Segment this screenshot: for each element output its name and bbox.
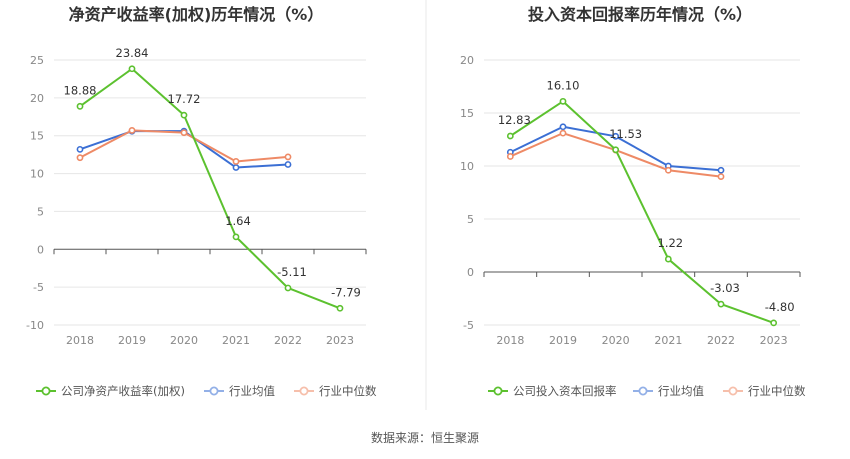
legend-swatch-marker: [493, 386, 503, 396]
legend-item[interactable]: 行业均值: [633, 384, 704, 398]
data-point[interactable]: [284, 153, 292, 161]
y-tick-label: -10: [26, 319, 44, 332]
data-label: 12.83: [498, 113, 531, 127]
data-point[interactable]: [664, 166, 672, 174]
x-tick-label: 2022: [707, 334, 735, 347]
y-tick-label: 10: [460, 160, 474, 173]
legend-item[interactable]: 公司净资产收益率(加权): [36, 384, 185, 398]
data-label: -3.03: [710, 281, 740, 295]
x-tick-label: 2021: [222, 334, 250, 347]
data-point[interactable]: [336, 304, 344, 312]
legend-label: 行业均值: [229, 384, 275, 398]
data-point[interactable]: [232, 233, 240, 241]
roe-chart: 净资产收益率(加权)历年情况（%） -10 -5 0 5 10 15 20 25 2018 2019…: [26, 5, 377, 398]
y-tick-label: 20: [460, 54, 474, 67]
roic-chart: 投入资本回报率历年情况（%） -5 0 5 10 15 20 2018 2019 2020 2021…: [460, 5, 806, 398]
legend-swatch-marker: [299, 386, 309, 396]
series-line: [79, 67, 341, 310]
data-point[interactable]: [559, 129, 567, 137]
chart-title: 投入资本回报率历年情况（%）: [528, 5, 752, 24]
x-tick-label: 2020: [170, 334, 198, 347]
data-label: -5.11: [277, 265, 307, 279]
y-tick-label: 0: [37, 243, 44, 256]
legend-item[interactable]: 行业中位数: [294, 384, 377, 398]
y-tick-label: -5: [463, 319, 474, 332]
data-point[interactable]: [128, 127, 136, 134]
chart-title: 净资产收益率(加权)历年情况（%）: [69, 5, 324, 24]
data-point[interactable]: [717, 173, 725, 180]
x-tick-label: 2018: [66, 334, 94, 347]
data-point[interactable]: [506, 153, 514, 160]
data-label: 1.22: [658, 236, 684, 250]
y-tick-label: 15: [30, 130, 44, 143]
data-point[interactable]: [770, 319, 778, 327]
data-point[interactable]: [717, 166, 725, 174]
y-tick-label: 0: [467, 266, 474, 279]
data-point[interactable]: [717, 300, 725, 308]
data-point[interactable]: [76, 145, 84, 153]
data-point[interactable]: [559, 123, 567, 131]
legend-swatch-marker: [638, 386, 648, 396]
source-note: 数据来源：恒生聚源: [371, 430, 479, 445]
y-tick-label: 5: [467, 213, 474, 226]
data-label: 18.88: [64, 83, 97, 97]
data-point[interactable]: [559, 97, 567, 105]
data-label: 23.84: [116, 46, 149, 60]
data-label: 1.64: [225, 214, 251, 228]
data-point[interactable]: [76, 154, 84, 162]
data-point[interactable]: [232, 164, 240, 171]
legend-label: 公司投入资本回报率: [513, 384, 617, 398]
data-point[interactable]: [506, 132, 514, 140]
data-label: -4.80: [765, 300, 795, 314]
x-tick-label: 2021: [654, 334, 682, 347]
data-point[interactable]: [284, 284, 292, 292]
data-point[interactable]: [76, 102, 84, 110]
data-point[interactable]: [284, 161, 292, 168]
legend-label: 公司净资产收益率(加权): [61, 384, 185, 398]
data-point[interactable]: [128, 65, 136, 73]
legend-item[interactable]: 行业均值: [204, 384, 275, 398]
series-line: [79, 130, 289, 169]
y-tick-label: 25: [30, 54, 44, 67]
x-tick-label: 2018: [496, 334, 524, 347]
y-tick-label: 10: [30, 168, 44, 181]
data-point[interactable]: [664, 255, 672, 263]
y-tick-label: 20: [30, 92, 44, 105]
legend-item[interactable]: 行业中位数: [723, 384, 806, 398]
y-tick-label: 5: [37, 205, 44, 218]
data-point[interactable]: [180, 111, 188, 119]
series-line: [509, 100, 775, 324]
x-tick-label: 2020: [602, 334, 630, 347]
x-tick-label: 2019: [549, 334, 577, 347]
data-label: 11.53: [609, 127, 642, 141]
legend-swatch-marker: [209, 386, 219, 396]
x-tick-label: 2022: [274, 334, 302, 347]
legend-item[interactable]: 公司投入资本回报率: [488, 384, 617, 398]
x-tick-label: 2023: [760, 334, 788, 347]
data-point[interactable]: [612, 132, 620, 140]
data-point[interactable]: [180, 129, 188, 137]
legend-label: 行业均值: [658, 384, 704, 398]
legend-swatch-marker: [728, 386, 738, 396]
y-tick-label: 15: [460, 107, 474, 120]
x-tick-label: 2019: [118, 334, 146, 347]
data-label: 16.10: [547, 78, 580, 92]
x-tick-label: 2023: [326, 334, 354, 347]
data-point[interactable]: [232, 158, 240, 165]
data-label: 17.72: [168, 92, 201, 106]
legend-label: 行业中位数: [748, 384, 806, 398]
y-tick-label: -5: [33, 281, 44, 294]
legend-label: 行业中位数: [319, 384, 377, 398]
data-point[interactable]: [612, 146, 620, 154]
data-label: -7.79: [331, 285, 361, 299]
legend-swatch-marker: [41, 386, 51, 396]
